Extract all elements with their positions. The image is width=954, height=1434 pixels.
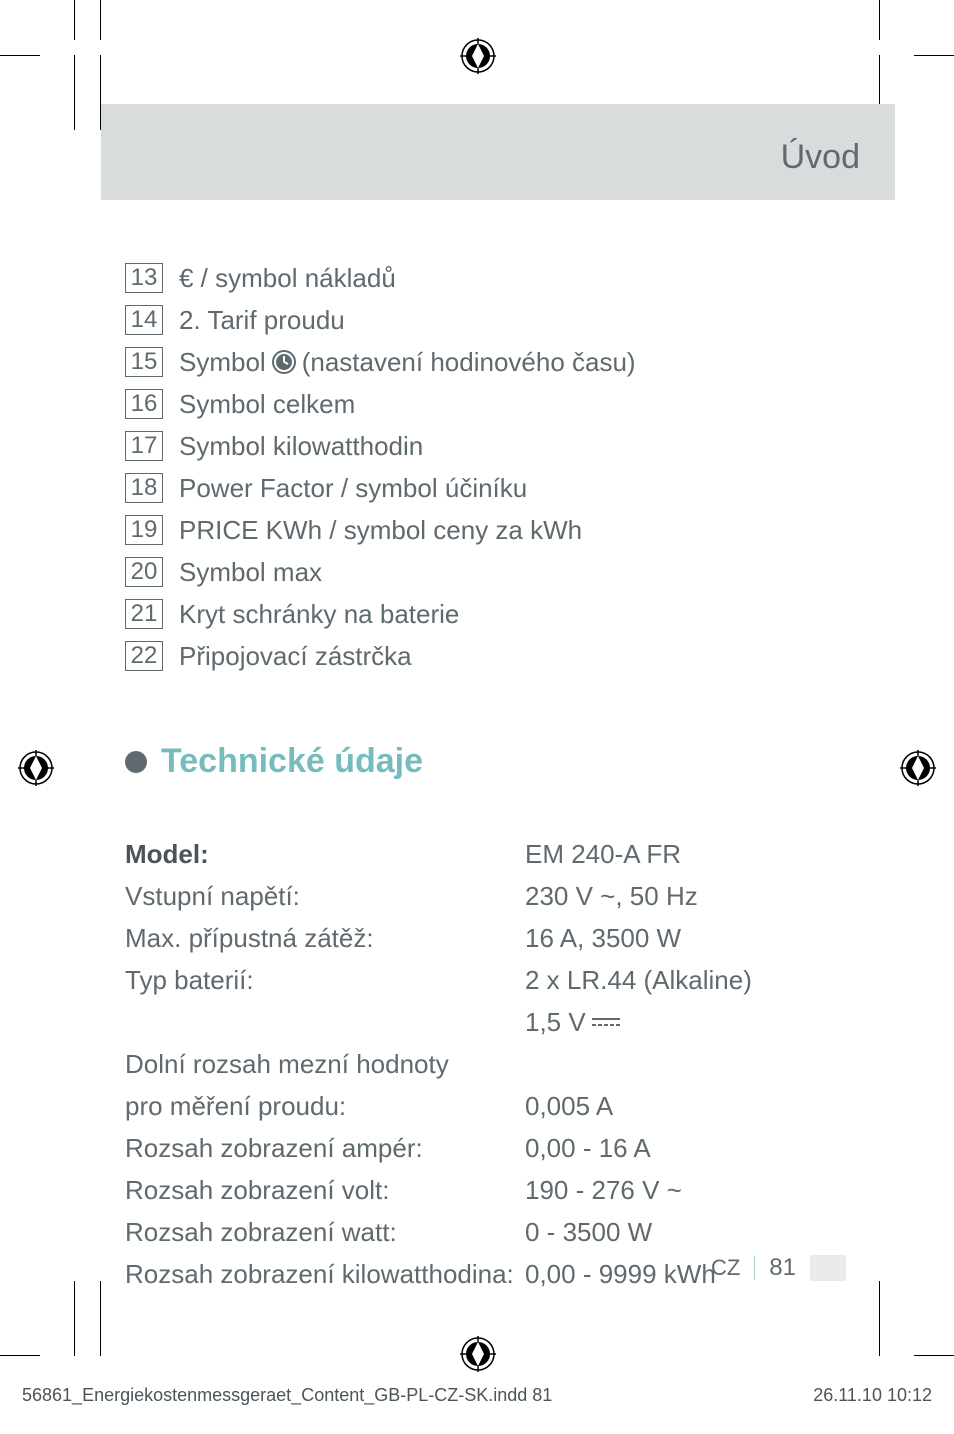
item-number: 19: [125, 515, 163, 545]
spec-label: Typ baterií:: [125, 965, 525, 996]
spec-value: 0 - 3500 W: [525, 1217, 652, 1248]
spec-row: Dolní rozsah mezní hodnoty: [125, 1046, 752, 1082]
crop-mark: [0, 55, 40, 56]
divider: [754, 1256, 755, 1280]
spec-label: Rozsah zobrazení ampér:: [125, 1133, 525, 1164]
page-title: Úvod: [781, 138, 860, 177]
item-text: Symbol (nastavení hodinového času): [179, 347, 636, 378]
spec-value: 230 V ~, 50 Hz: [525, 881, 698, 912]
item-number: 22: [125, 641, 163, 671]
registration-mark: [460, 1336, 496, 1372]
item-number: 16: [125, 389, 163, 419]
crop-mark: [74, 1281, 75, 1356]
spec-value: 190 - 276 V ~: [525, 1175, 682, 1206]
spec-label: Rozsah zobrazení watt:: [125, 1217, 525, 1248]
item-text: Power Factor / symbol účiníku: [179, 473, 527, 504]
crop-mark: [100, 0, 101, 40]
crop-mark: [74, 0, 75, 40]
crop-mark: [879, 1281, 880, 1356]
spec-row: 1,5 V: [125, 1004, 752, 1040]
list-item: 15 Symbol (nastavení hodinového času): [125, 344, 636, 380]
list-item: 14 2. Tarif proudu: [125, 302, 636, 338]
list-item: 18 Power Factor / symbol účiníku: [125, 470, 636, 506]
spec-label: pro měření proudu:: [125, 1091, 525, 1122]
item-number: 13: [125, 263, 163, 293]
crop-mark: [879, 0, 880, 40]
item-text: € / symbol nákladů: [179, 263, 396, 294]
item-text: Připojovací zástrčka: [179, 641, 412, 672]
item-text: Symbol celkem: [179, 389, 355, 420]
item-number: 18: [125, 473, 163, 503]
language-label: CZ: [711, 1255, 740, 1281]
spec-row: Typ baterií: 2 x LR.44 (Alkaline): [125, 962, 752, 998]
spec-label: Rozsah zobrazení kilowatthodina:: [125, 1259, 525, 1290]
item-text: Symbol max: [179, 557, 322, 588]
spec-value: EM 240-A FR: [525, 839, 681, 870]
spec-value: 16 A, 3500 W: [525, 923, 681, 954]
spec-value: 0,005 A: [525, 1091, 613, 1122]
spec-value: 1,5 V: [525, 1007, 620, 1038]
spec-label: Max. přípustná zátěž:: [125, 923, 525, 954]
page-block: [810, 1255, 846, 1281]
list-item: 22 Připojovací zástrčka: [125, 638, 636, 674]
page-footer: CZ 81: [711, 1254, 846, 1282]
spec-value: 0,00 - 16 A: [525, 1133, 651, 1164]
bullet-icon: [125, 751, 147, 773]
crop-mark: [0, 1355, 40, 1356]
item-number: 20: [125, 557, 163, 587]
spec-value: 2 x LR.44 (Alkaline): [525, 965, 752, 996]
spec-label: Model:: [125, 839, 525, 870]
item-text: Kryt schránky na baterie: [179, 599, 459, 630]
crop-mark: [74, 55, 75, 130]
list-item: 19 PRICE KWh / symbol ceny za kWh: [125, 512, 636, 548]
clock-icon: [272, 350, 296, 374]
spec-value: 0,00 - 9999 kWh: [525, 1259, 716, 1290]
spec-row: Max. přípustná zátěž: 16 A, 3500 W: [125, 920, 752, 956]
voltage-value: 1,5 V: [525, 1007, 586, 1038]
header-band: [101, 104, 895, 200]
heading-text: Technické údaje: [161, 742, 423, 781]
section-heading: Technické údaje: [125, 742, 423, 781]
list-item: 20 Symbol max: [125, 554, 636, 590]
item-text: PRICE KWh / symbol ceny za kWh: [179, 515, 582, 546]
registration-mark: [900, 750, 936, 786]
numbered-list: 13 € / symbol nákladů 14 2. Tarif proudu…: [125, 260, 636, 680]
registration-mark: [18, 750, 54, 786]
item-number: 15: [125, 347, 163, 377]
spec-row: Rozsah zobrazení watt: 0 - 3500 W: [125, 1214, 752, 1250]
spec-row: Rozsah zobrazení volt: 190 - 276 V ~: [125, 1172, 752, 1208]
list-item: 21 Kryt schránky na baterie: [125, 596, 636, 632]
item-text: 2. Tarif proudu: [179, 305, 345, 336]
spec-row: Model: EM 240-A FR: [125, 836, 752, 872]
text-after: (nastavení hodinového času): [302, 347, 636, 378]
spec-row: Rozsah zobrazení ampér: 0,00 - 16 A: [125, 1130, 752, 1166]
item-number: 14: [125, 305, 163, 335]
item-number: 21: [125, 599, 163, 629]
spec-label: Dolní rozsah mezní hodnoty: [125, 1049, 525, 1080]
crop-mark: [100, 1281, 101, 1356]
text-before: Symbol: [179, 347, 266, 378]
crop-mark: [914, 55, 954, 56]
spec-row: Vstupní napětí: 230 V ~, 50 Hz: [125, 878, 752, 914]
list-item: 13 € / symbol nákladů: [125, 260, 636, 296]
item-text: Symbol kilowatthodin: [179, 431, 423, 462]
spec-row: Rozsah zobrazení kilowatthodina: 0,00 - …: [125, 1256, 752, 1292]
list-item: 16 Symbol celkem: [125, 386, 636, 422]
list-item: 17 Symbol kilowatthodin: [125, 428, 636, 464]
timestamp-label: 26.11.10 10:12: [813, 1385, 932, 1406]
dc-symbol-icon: [592, 1018, 620, 1026]
crop-mark: [914, 1355, 954, 1356]
spec-row: pro měření proudu: 0,005 A: [125, 1088, 752, 1124]
item-number: 17: [125, 431, 163, 461]
spec-label: Vstupní napětí:: [125, 881, 525, 912]
filename-label: 56861_Energiekostenmessgeraet_Content_GB…: [22, 1385, 552, 1406]
spec-label: Rozsah zobrazení volt:: [125, 1175, 525, 1206]
spec-table: Model: EM 240-A FR Vstupní napětí: 230 V…: [125, 836, 752, 1298]
registration-mark: [460, 38, 496, 74]
page-number: 81: [769, 1254, 796, 1282]
